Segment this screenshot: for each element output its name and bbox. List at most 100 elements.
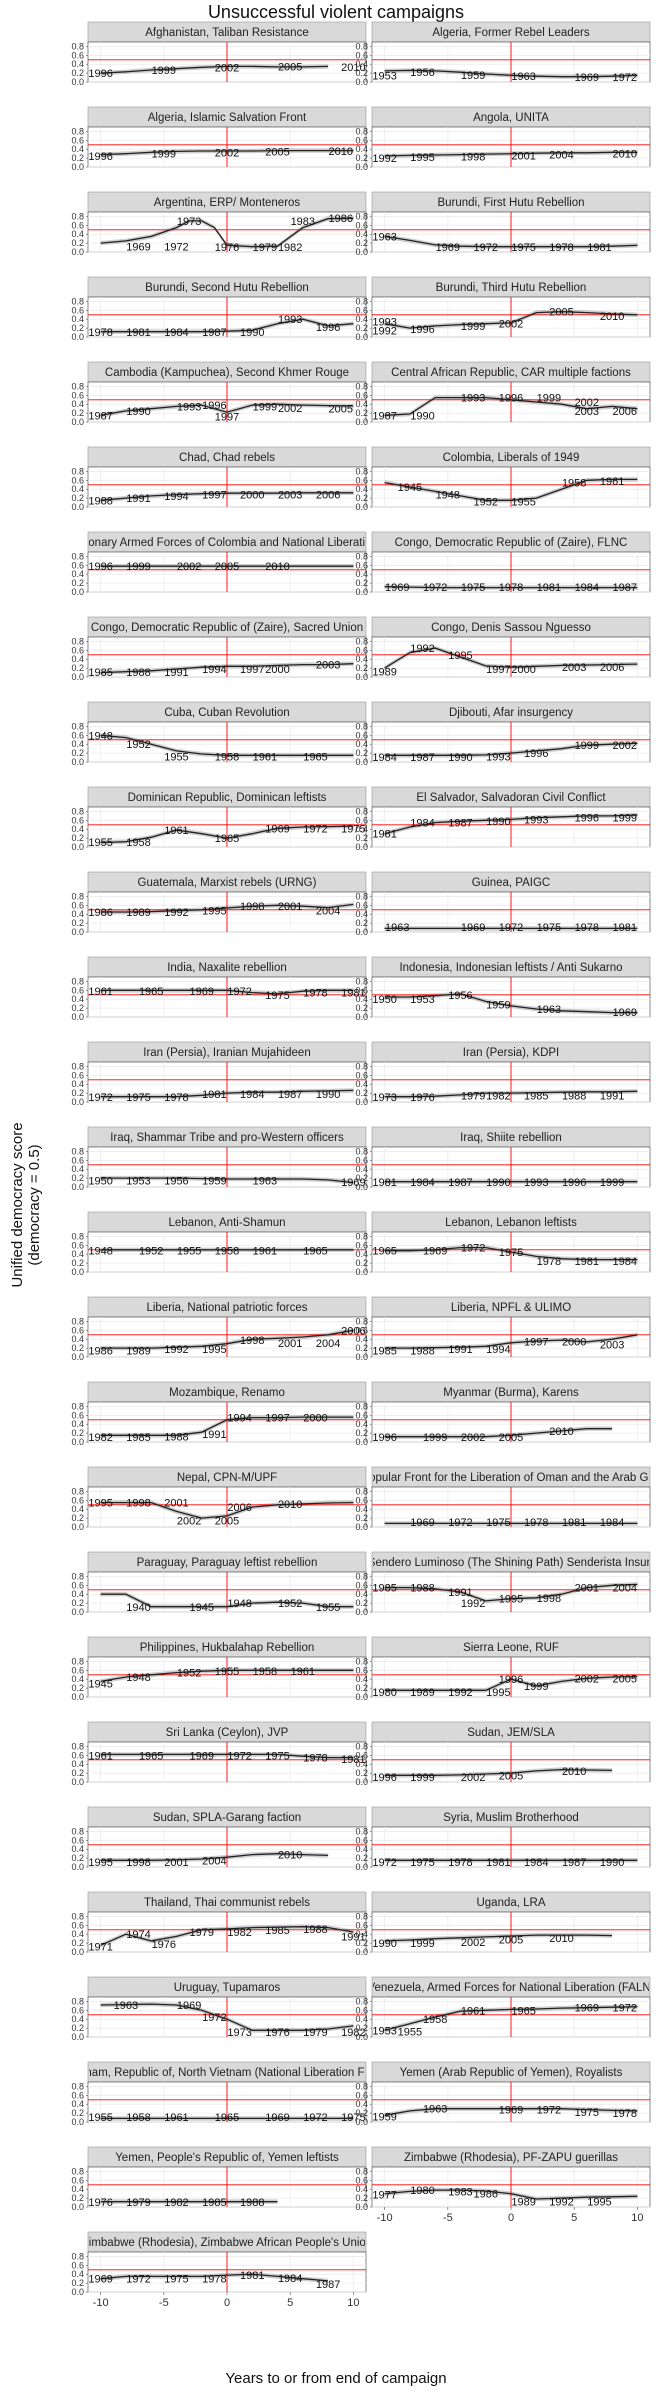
year-label: 1998	[461, 151, 485, 163]
y-tick-label: 0.2	[71, 493, 84, 503]
year-label: 1996	[88, 68, 112, 80]
y-tick-label: 0.8	[71, 1911, 84, 1921]
confidence-ribbon	[100, 402, 354, 418]
confidence-ribbon	[100, 1592, 354, 1609]
year-label: 1994	[164, 491, 188, 503]
y-tick-label: 0.6	[71, 2260, 84, 2270]
democracy-score-line	[100, 318, 354, 333]
year-label: 1958	[253, 1666, 277, 1678]
year-label: 1989	[372, 667, 396, 679]
year-label: 1959	[202, 1175, 226, 1187]
panel-title: Sierra Leone, RUF	[463, 1642, 559, 1654]
panel-title: Congo, Denis Sassou Nguesso	[431, 622, 591, 634]
year-label: 1986	[88, 1345, 112, 1357]
y-tick-label: 0.6	[71, 815, 84, 825]
x-tick-label: -5	[443, 2212, 453, 2224]
democracy-score-line	[384, 993, 638, 1014]
y-tick-label: 0.4	[71, 229, 84, 239]
year-label: 1978	[88, 327, 112, 339]
panel-title: Afghanistan, Taliban Resistance	[145, 27, 308, 39]
year-label: 1987	[562, 1857, 586, 1869]
y-tick-label: 0.6	[71, 1495, 84, 1505]
year-label: 1955	[511, 497, 535, 509]
year-label: 1976	[152, 1939, 176, 1951]
y-tick-label: 0.2	[71, 2278, 84, 2288]
year-label: 1975	[499, 1247, 523, 1259]
y-tick-label: 0.8	[355, 1401, 368, 1411]
year-label: 1995	[202, 1344, 226, 1356]
y-tick-label: 0.2	[71, 833, 84, 843]
y-tick-label: 0.2	[71, 663, 84, 673]
panel-title: Sudan, SPLA-Garang faction	[153, 1812, 301, 1824]
y-tick-label: 0.6	[71, 475, 84, 485]
year-label: 1984	[410, 818, 434, 830]
y-tick-label: 0.6	[71, 1325, 84, 1335]
y-tick-label: 0.8	[71, 1656, 84, 1666]
y-tick-label: 0.6	[71, 1750, 84, 1760]
y-tick-label: 0.0	[71, 502, 84, 512]
y-tick-label: 0.2	[355, 68, 368, 78]
year-label: 1998	[126, 1857, 150, 1869]
y-tick-label: 0.8	[71, 296, 84, 306]
confidence-ribbon	[100, 823, 354, 845]
y-tick-label: 0.8	[71, 891, 84, 901]
panel-title: Cuba, Cuban Revolution	[164, 707, 289, 719]
panel-title: Zimbabwe (Rhodesia), Zimbabwe African Pe…	[82, 2237, 372, 2249]
y-tick-label: 0.6	[355, 1835, 368, 1845]
year-label: 1987	[372, 410, 396, 422]
y-tick-label: 0.8	[71, 551, 84, 561]
year-label: 1981	[562, 1517, 586, 1529]
y-tick-label: 0.2	[355, 2108, 368, 2118]
year-label: 1991	[341, 1931, 365, 1943]
year-label: 1997	[486, 664, 510, 676]
year-label: 2004	[202, 1855, 226, 1867]
y-tick-label: 0.4	[71, 1164, 84, 1174]
year-label: 1988	[88, 495, 112, 507]
y-tick-label: 0.0	[355, 1862, 368, 1872]
y-tick-label: 0.6	[71, 1155, 84, 1165]
y-tick-label: 0.4	[71, 1674, 84, 1684]
y-tick-label: 0.2	[355, 1598, 368, 1608]
y-tick-label: 0.0	[71, 1352, 84, 1362]
x-tick-label: 5	[571, 2212, 577, 2224]
year-label: 2006	[341, 1325, 365, 1337]
year-label: 1991	[202, 1429, 226, 1441]
y-tick-label: 0.4	[355, 1249, 368, 1259]
year-label: 2010	[341, 62, 365, 74]
y-tick-label: 0.4	[71, 1759, 84, 1769]
year-label: 1969	[189, 1750, 213, 1762]
y-tick-label: 0.0	[355, 2202, 368, 2212]
y-tick-label: 0.4	[71, 909, 84, 919]
y-tick-label: 0.0	[71, 247, 84, 257]
y-tick-label: 0.0	[71, 162, 84, 172]
year-label: 1981	[372, 829, 396, 841]
y-tick-label: 0.0	[71, 1182, 84, 1192]
y-tick-label: 0.2	[71, 1343, 84, 1353]
panel: Popular Front for the Liberation of Oman…	[355, 1466, 651, 1532]
y-tick-label: 0.2	[71, 1938, 84, 1948]
year-label: 1961	[253, 1246, 277, 1258]
y-tick-label: 0.4	[355, 1844, 368, 1854]
y-tick-label: 0.4	[355, 739, 368, 749]
y-tick-label: 0.2	[71, 1513, 84, 1523]
year-label: 1981	[587, 242, 611, 254]
year-label: 1975	[410, 1857, 434, 1869]
democracy-score-line	[384, 1675, 638, 1691]
year-label: 1999	[423, 1432, 447, 1444]
year-label: 2000	[240, 490, 264, 502]
year-label: 1998	[537, 1593, 561, 1605]
year-label: 1996	[410, 324, 434, 336]
year-label: 1990	[126, 406, 150, 418]
y-tick-label: 0.2	[71, 748, 84, 758]
year-label: 1996	[372, 1432, 396, 1444]
y-tick-label: 0.2	[355, 578, 368, 588]
year-label: 1996	[88, 561, 112, 573]
year-label: 2006	[227, 1502, 251, 1514]
y-tick-label: 0.4	[71, 654, 84, 664]
democracy-score-line	[384, 586, 638, 589]
year-label: 1955	[88, 837, 112, 849]
y-tick-label: 0.0	[71, 77, 84, 87]
y-tick-label: 0.4	[71, 1079, 84, 1089]
year-label: 1982	[278, 242, 302, 254]
